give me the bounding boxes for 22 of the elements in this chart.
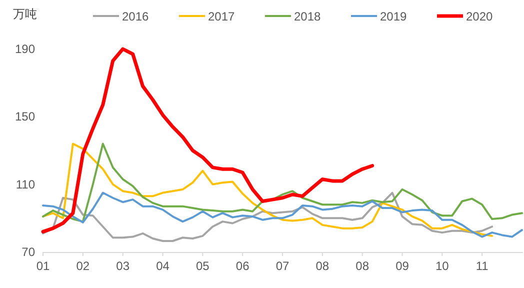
- x-tick-label: 09: [396, 259, 410, 273]
- x-tick-label: 11: [476, 259, 489, 273]
- x-tick-label: 06: [236, 259, 250, 273]
- x-tick-label: 03: [116, 259, 130, 273]
- y-tick-label: 190: [14, 42, 36, 56]
- legend-label: 2018: [294, 10, 322, 24]
- x-tick-label: 10: [435, 259, 450, 273]
- x-tick-label: 08: [316, 259, 330, 273]
- legend-label: 2019: [380, 10, 408, 24]
- y-tick-label: 70: [22, 245, 36, 259]
- x-tick-label: 05: [196, 259, 210, 273]
- y-tick-label: 150: [14, 110, 36, 124]
- y-tick-label: 110: [16, 177, 36, 192]
- legend-label: 2016: [122, 10, 150, 24]
- x-tick-label: 08: [356, 259, 370, 273]
- y-axis-title: 万吨: [13, 7, 37, 21]
- x-tick-label: 02: [76, 259, 90, 273]
- legend-label: 2020: [466, 10, 494, 24]
- x-tick-label: 07: [276, 259, 290, 273]
- legend-label: 2017: [208, 10, 236, 24]
- x-tick-label: 04: [156, 259, 170, 273]
- x-tick-label: 01: [36, 259, 50, 273]
